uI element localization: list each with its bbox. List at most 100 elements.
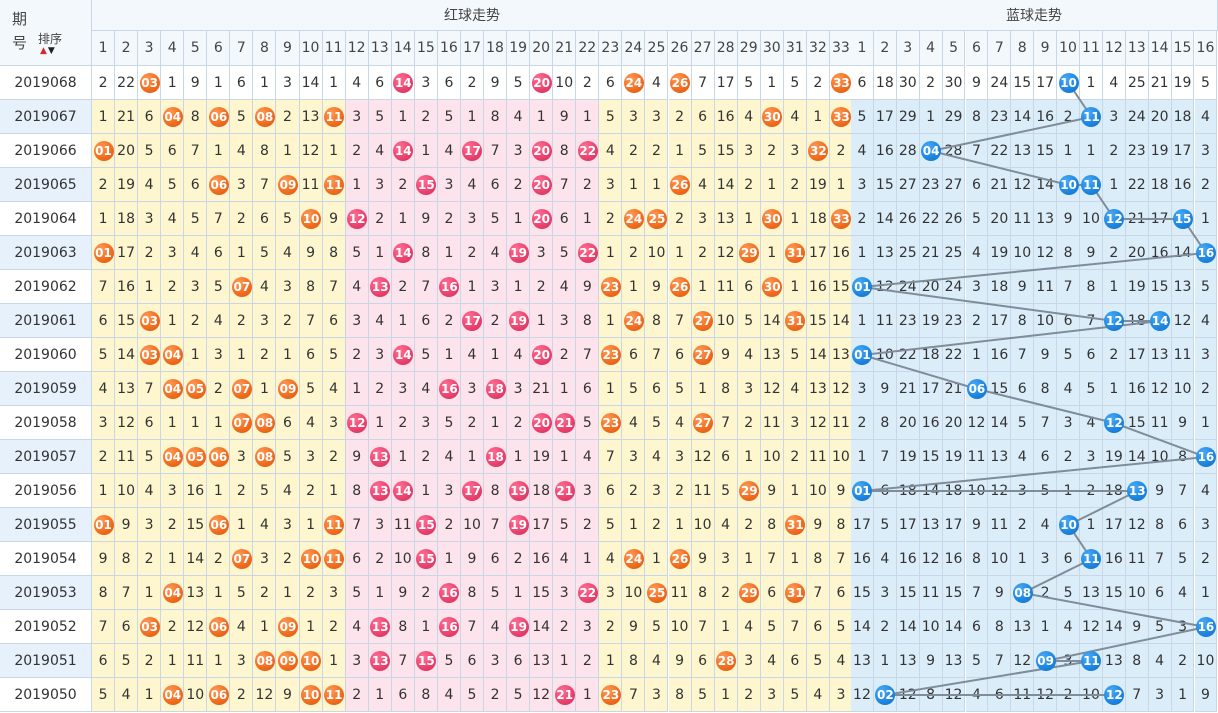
red-col-header-19: 19 xyxy=(507,31,531,66)
red-ball-10: 10 xyxy=(301,651,322,671)
sort-button[interactable]: 排序 xyxy=(38,32,63,46)
blue-cell: 12 xyxy=(942,678,966,712)
red-cell: 10 xyxy=(645,236,669,270)
red-cell: 2 xyxy=(391,406,415,440)
red-cell: 5 xyxy=(161,168,185,202)
red-cell: 19 xyxy=(806,168,830,202)
red-cell: 1 xyxy=(668,508,692,542)
red-cell: 4 xyxy=(460,338,484,372)
period-cell: 2019066 xyxy=(0,134,92,168)
blue-cell: 17 xyxy=(873,100,897,134)
red-cell: 5 xyxy=(737,66,761,100)
blue-cell: 2 xyxy=(1194,168,1218,202)
red-cell: 14 xyxy=(829,304,853,338)
blue-cell: 6 xyxy=(851,66,874,100)
red-cell: 7 xyxy=(829,542,853,576)
red-cell: 20 xyxy=(115,134,139,168)
red-cell: 2 xyxy=(737,678,761,712)
blue-cell: 15 xyxy=(851,576,874,610)
red-cell: 2 xyxy=(253,576,277,610)
blue-cell: 8 xyxy=(988,610,1012,644)
blue-cell: 29 xyxy=(896,100,920,134)
blue-cell: 11 xyxy=(873,304,897,338)
blue-cell: 17 xyxy=(919,372,943,406)
red-cell: 4 xyxy=(783,372,807,406)
red-cell: 1 xyxy=(507,202,531,236)
blue-cell: 7 xyxy=(1148,542,1172,576)
red-ball-21: 21 xyxy=(554,685,575,705)
red-cell: 4 xyxy=(737,610,761,644)
red-cell: 4 xyxy=(276,236,300,270)
blue-cell: 11 xyxy=(919,576,943,610)
red-cell: 2 xyxy=(576,66,600,100)
sort-arrows-icon[interactable]: ▲▼ xyxy=(40,46,56,56)
blue-cell: 21 xyxy=(919,236,943,270)
blue-cell: 21 xyxy=(1148,66,1172,100)
red-cell: 11 xyxy=(829,406,853,440)
period-cell: 2019054 xyxy=(0,542,92,576)
blue-cell: 13 xyxy=(988,440,1012,474)
blue-cell: 22 xyxy=(942,338,966,372)
red-cell: 3 xyxy=(276,508,300,542)
red-cell: 10 xyxy=(668,610,692,644)
blue-cell: 23 xyxy=(1125,134,1149,168)
red-cell: 8 xyxy=(829,508,853,542)
blue-col-header-9: 9 xyxy=(1034,31,1058,66)
blue-cell: 1 xyxy=(919,100,943,134)
period-header: 期号排序 ▲▼ xyxy=(0,0,92,66)
red-cell: 6 xyxy=(322,304,346,338)
red-col-header-15: 15 xyxy=(414,31,438,66)
blue-cell: 2 xyxy=(965,304,989,338)
red-cell: 4 xyxy=(230,134,254,168)
red-cell: 14 xyxy=(760,304,784,338)
red-ball-17: 17 xyxy=(462,311,483,331)
blue-cell: 3 xyxy=(1194,134,1218,168)
red-col-header-27: 27 xyxy=(691,31,715,66)
blue-cell: 6 xyxy=(1148,576,1172,610)
blue-cell: 5 xyxy=(1057,576,1080,610)
red-ball-6: 06 xyxy=(208,515,229,535)
blue-cell: 13 xyxy=(1102,644,1126,678)
red-cell: 6 xyxy=(92,304,116,338)
blue-cell: 2 xyxy=(1194,542,1218,576)
red-cell: 3 xyxy=(368,338,392,372)
red-cell: 5 xyxy=(299,372,323,406)
blue-cell: 15 xyxy=(873,168,897,202)
red-cell: 12 xyxy=(530,678,554,712)
blue-cell: 14 xyxy=(1125,440,1149,474)
blue-cell: 16 xyxy=(1148,236,1172,270)
blue-cell: 9 xyxy=(1194,678,1218,712)
red-ball-7: 07 xyxy=(231,549,252,569)
red-ball-10: 10 xyxy=(301,685,322,705)
red-cell: 2 xyxy=(184,304,208,338)
blue-cell: 21 xyxy=(988,168,1012,202)
red-cell: 1 xyxy=(714,678,738,712)
red-cell: 6 xyxy=(668,338,692,372)
blue-cell: 5 xyxy=(1148,610,1172,644)
red-cell: 9 xyxy=(484,66,508,100)
blue-cell: 1 xyxy=(1057,474,1080,508)
red-cell: 1 xyxy=(276,338,300,372)
red-cell: 5 xyxy=(437,406,461,440)
red-cell: 9 xyxy=(553,100,577,134)
blue-cell: 16 xyxy=(988,338,1012,372)
red-cell: 1 xyxy=(760,168,784,202)
blue-cell: 20 xyxy=(1125,236,1149,270)
red-ball-4: 04 xyxy=(162,583,183,603)
red-cell: 5 xyxy=(783,678,807,712)
blue-cell: 18 xyxy=(1125,304,1149,338)
red-cell: 1 xyxy=(230,236,254,270)
blue-cell: 4 xyxy=(965,678,989,712)
red-cell: 7 xyxy=(599,440,623,474)
red-cell: 2 xyxy=(138,236,162,270)
blue-cell: 1 xyxy=(1171,678,1195,712)
blue-cell: 11 xyxy=(1011,202,1035,236)
red-cell: 9 xyxy=(806,508,830,542)
blue-cell: 14 xyxy=(942,610,966,644)
blue-cell: 11 xyxy=(1125,542,1149,576)
red-cell: 10 xyxy=(460,508,484,542)
red-cell: 7 xyxy=(484,508,508,542)
blue-ball-10: 10 xyxy=(1058,175,1079,195)
blue-ball-10: 10 xyxy=(1058,73,1079,93)
red-ball-16: 16 xyxy=(439,277,460,297)
